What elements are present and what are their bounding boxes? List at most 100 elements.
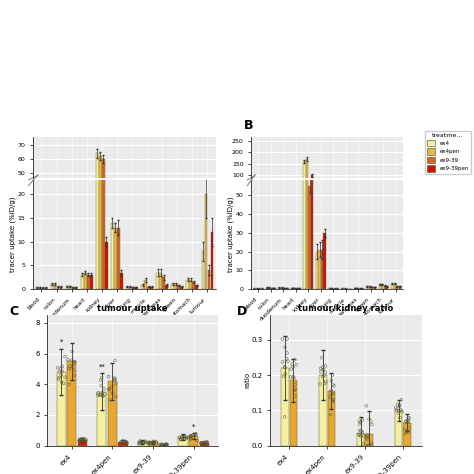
- Bar: [393, 198, 396, 199]
- Point: [164, 441, 171, 448]
- Point: [153, 438, 160, 446]
- Bar: [84, 240, 87, 246]
- Point: [138, 439, 146, 447]
- Point: [356, 420, 364, 428]
- Point: [146, 438, 153, 446]
- Point: [71, 372, 78, 379]
- Point: [105, 386, 112, 393]
- Point: [54, 364, 61, 372]
- Point: [60, 380, 67, 387]
- Bar: [201, 234, 204, 246]
- Bar: [75, 287, 77, 289]
- Point: [282, 370, 289, 377]
- Bar: [99, 156, 101, 246]
- Bar: [144, 280, 147, 289]
- Bar: [290, 380, 297, 446]
- Point: [135, 439, 143, 447]
- Point: [320, 365, 328, 373]
- Point: [149, 439, 157, 447]
- Point: [190, 434, 197, 442]
- Bar: [97, 392, 107, 446]
- Point: [157, 441, 164, 448]
- Point: [187, 432, 194, 439]
- X-axis label: organ: organ: [113, 324, 136, 333]
- Bar: [316, 194, 318, 199]
- Point: [142, 438, 150, 446]
- Bar: [189, 436, 198, 446]
- Point: [364, 431, 371, 439]
- Point: [392, 406, 400, 414]
- Point: [364, 442, 372, 449]
- Bar: [87, 275, 90, 289]
- Bar: [129, 245, 132, 246]
- Point: [98, 374, 105, 382]
- Bar: [159, 273, 162, 289]
- Bar: [190, 280, 192, 289]
- Y-axis label: ratio: ratio: [244, 372, 250, 389]
- Point: [76, 437, 84, 444]
- Bar: [162, 242, 165, 246]
- Point: [163, 441, 170, 448]
- Point: [106, 385, 113, 392]
- Point: [363, 402, 370, 410]
- Bar: [357, 433, 365, 446]
- Bar: [96, 153, 99, 246]
- Point: [146, 439, 153, 447]
- Point: [290, 374, 298, 382]
- Point: [156, 441, 164, 448]
- Bar: [309, 186, 310, 289]
- Bar: [159, 445, 168, 446]
- Point: [326, 393, 334, 401]
- Bar: [303, 162, 306, 199]
- Text: *: *: [60, 339, 63, 345]
- Bar: [316, 252, 318, 289]
- Point: [77, 435, 84, 443]
- Bar: [296, 288, 298, 289]
- Point: [284, 357, 292, 365]
- Bar: [67, 361, 76, 446]
- Point: [405, 428, 412, 436]
- Point: [58, 378, 65, 386]
- Bar: [156, 273, 159, 289]
- Point: [291, 381, 299, 388]
- Point: [118, 438, 126, 445]
- Point: [99, 392, 106, 400]
- Bar: [306, 0, 308, 289]
- Point: [121, 438, 129, 445]
- Point: [281, 343, 289, 351]
- Bar: [210, 232, 213, 289]
- Point: [329, 396, 337, 403]
- Text: D: D: [237, 305, 247, 318]
- Point: [327, 391, 335, 398]
- Bar: [391, 198, 393, 199]
- Point: [396, 402, 403, 410]
- Point: [403, 427, 410, 435]
- Point: [289, 363, 297, 371]
- Point: [118, 438, 125, 446]
- Bar: [54, 284, 56, 289]
- Point: [199, 439, 206, 447]
- Bar: [78, 440, 87, 446]
- Point: [321, 380, 328, 387]
- Point: [162, 441, 170, 448]
- Point: [291, 387, 298, 394]
- Point: [328, 377, 335, 384]
- Point: [203, 439, 210, 447]
- Point: [358, 416, 366, 424]
- Bar: [69, 286, 72, 289]
- Bar: [135, 245, 138, 246]
- Point: [178, 433, 185, 441]
- Point: [99, 392, 107, 400]
- Bar: [319, 194, 320, 199]
- Point: [368, 441, 375, 449]
- Point: [177, 435, 185, 442]
- Point: [139, 439, 147, 447]
- Point: [281, 363, 288, 371]
- Point: [111, 375, 118, 383]
- Bar: [266, 288, 268, 289]
- Bar: [114, 227, 117, 246]
- Point: [177, 436, 184, 444]
- Point: [111, 357, 118, 365]
- Point: [322, 368, 329, 376]
- Point: [395, 408, 403, 415]
